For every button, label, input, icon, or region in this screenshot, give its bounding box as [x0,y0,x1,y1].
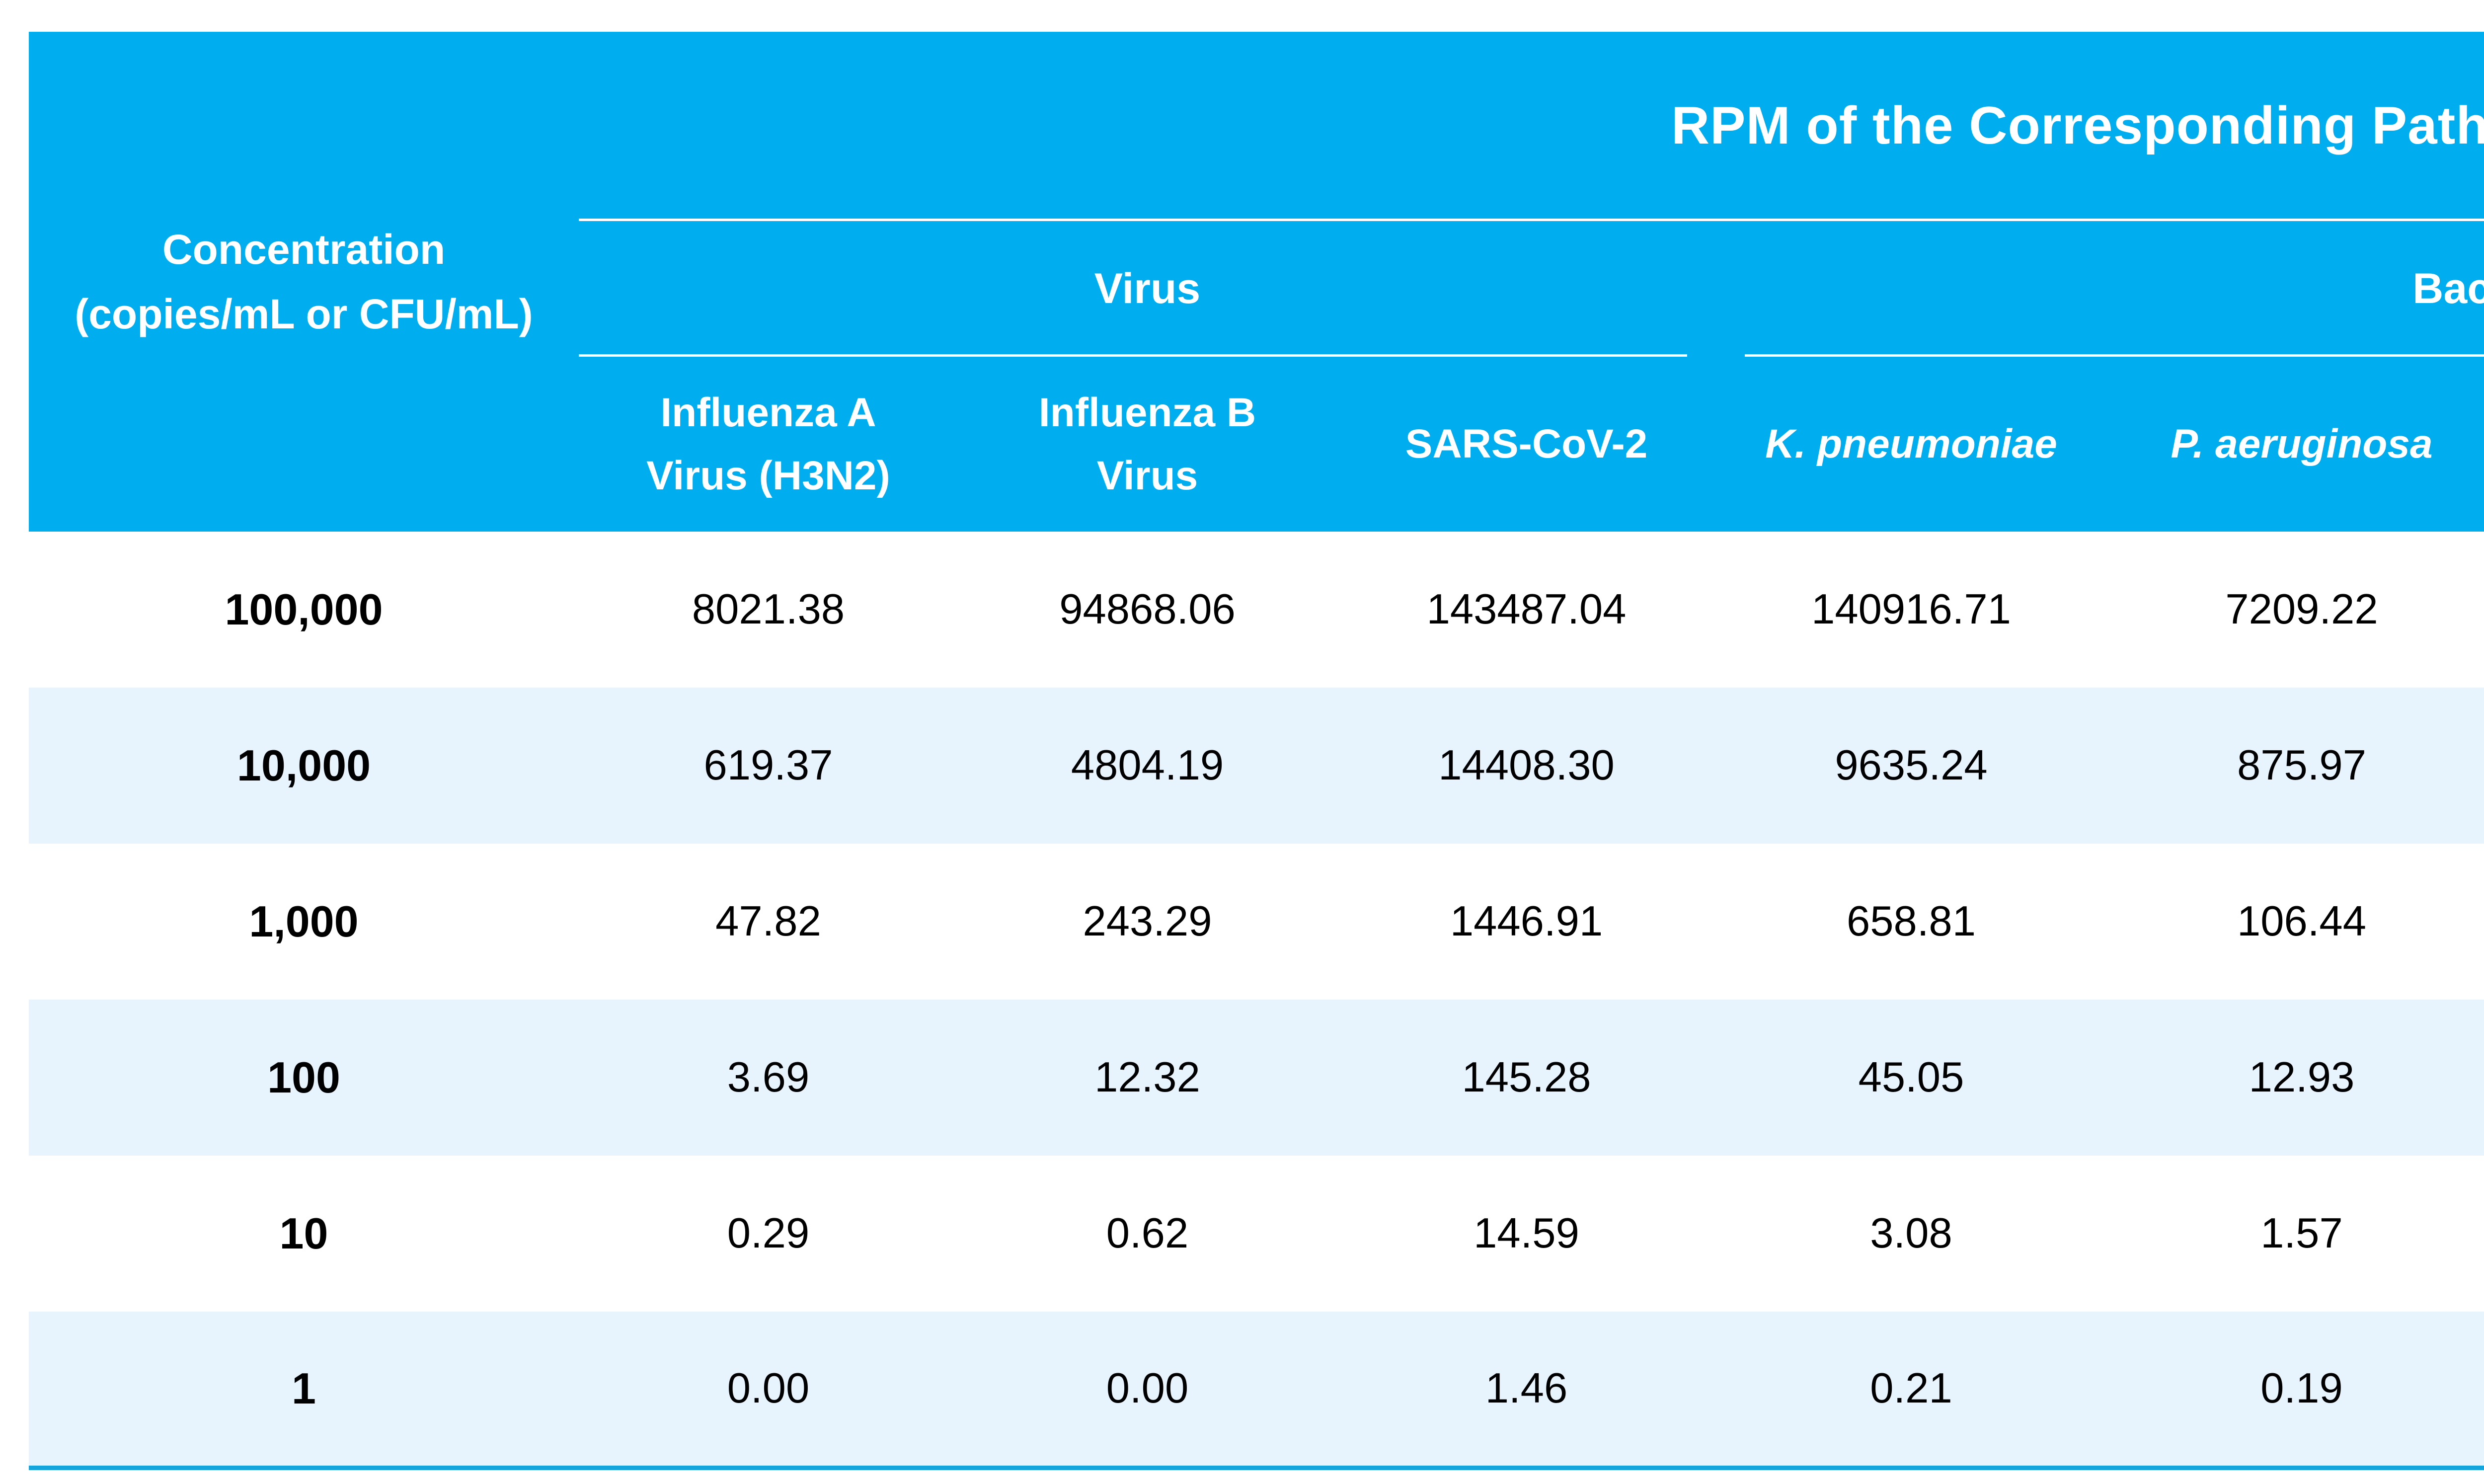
table-cell: 145.28 [1337,1000,1716,1156]
table-cell: 0.00 [579,1312,958,1468]
table-row: 1,000 47.82 243.29 1446.91 658.81 106.44… [29,844,2484,1000]
table-cell: 106.44 [2106,844,2484,1000]
table-cell: 45.05 [1716,1000,2106,1156]
table-cell: 243.29 [958,844,1337,1000]
column-header-influenza-a: Influenza A Virus (H3N2) [579,357,958,532]
concentration-cell: 100 [29,1000,579,1156]
table-row: 100 3.69 12.32 145.28 45.05 12.93 7.10 1… [29,1000,2484,1156]
column-header-line: Virus (H3N2) [646,453,890,498]
table-cell: 3.69 [579,1000,958,1156]
table-cell: 875.97 [2106,688,2484,844]
table-cell: 0.19 [2106,1312,2484,1468]
table-row: 1 0.00 0.00 1.46 0.21 0.19 0.00 0.00 0.0… [29,1312,2484,1468]
column-header-sars-cov-2: SARS-CoV-2 [1337,357,1716,532]
column-header-line: Influenza B [1038,390,1256,435]
table-cell: 3.08 [1716,1156,2106,1312]
concentration-cell: 100,000 [29,532,579,688]
table-cell: 94868.06 [958,532,1337,688]
table-row: 10 0.29 0.62 14.59 3.08 1.57 0.70 2.01 0… [29,1156,2484,1312]
column-header-line: Influenza A [660,390,876,435]
group-header-virus: Virus [579,220,1716,357]
table-cell: 14408.30 [1337,688,1716,844]
table-cell: 143487.04 [1337,532,1716,688]
table-row: 100,000 8021.38 94868.06 143487.04 14091… [29,532,2484,688]
table-cell: 1.57 [2106,1156,2484,1312]
column-header-line: Virus [1096,453,1198,498]
table-cell: 8021.38 [579,532,958,688]
table-cell: 619.37 [579,688,958,844]
table-cell: 1446.91 [1337,844,1716,1000]
table-cell: 9635.24 [1716,688,2106,844]
concentration-cell: 10 [29,1156,579,1312]
table-cell: 140916.71 [1716,532,2106,688]
table-cell: 14.59 [1337,1156,1716,1312]
table-cell: 0.00 [958,1312,1337,1468]
concentration-cell: 1 [29,1312,579,1468]
table-cell: 1.46 [1337,1312,1716,1468]
concentration-cell: 10,000 [29,688,579,844]
table-cell: 4804.19 [958,688,1337,844]
rpm-table: Concentration (copies/mL or CFU/mL) RPM … [29,32,2484,1470]
table-cell: 12.32 [958,1000,1337,1156]
table-cell: 0.21 [1716,1312,2106,1468]
row-header-concentration: Concentration (copies/mL or CFU/mL) [29,32,579,532]
table-cell: 7209.22 [2106,532,2484,688]
table-cell: 0.29 [579,1156,958,1312]
table-row: 10,000 619.37 4804.19 14408.30 9635.24 8… [29,688,2484,844]
concentration-label-line2: (copies/mL or CFU/mL) [75,291,533,337]
column-header-k-pneumoniae: K. pneumoniae [1716,357,2106,532]
column-header-influenza-b: Influenza B Virus [958,357,1337,532]
table-cell: 0.62 [958,1156,1337,1312]
column-header-p-aeruginosa: P. aeruginosa [2106,357,2484,532]
concentration-label-line1: Concentration [162,226,446,273]
table-cell: 47.82 [579,844,958,1000]
table-title: RPM of the Corresponding Pathogen [579,32,2484,221]
group-header-bacteria: Bacteria [1716,220,2484,357]
table-cell: 658.81 [1716,844,2106,1000]
concentration-cell: 1,000 [29,844,579,1000]
table-cell: 12.93 [2106,1000,2484,1156]
